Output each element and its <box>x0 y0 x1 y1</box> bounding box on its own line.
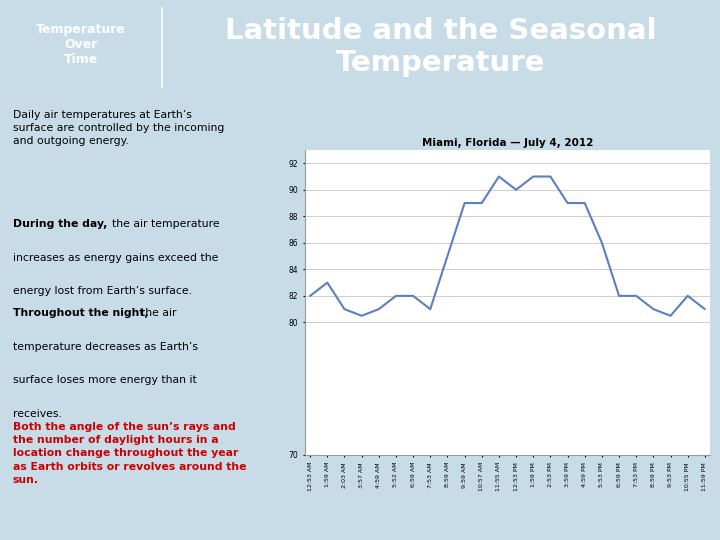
Text: the air: the air <box>141 308 176 319</box>
Text: increases as energy gains exceed the: increases as energy gains exceed the <box>13 253 218 262</box>
Text: energy lost from Earth’s surface.: energy lost from Earth’s surface. <box>13 286 192 296</box>
Text: Temperature
Over
Time: Temperature Over Time <box>36 23 126 66</box>
Text: Daily air temperatures at Earth’s
surface are controlled by the incoming
and out: Daily air temperatures at Earth’s surfac… <box>13 110 225 146</box>
Text: During the day,: During the day, <box>13 219 107 230</box>
Text: the air temperature: the air temperature <box>112 219 220 230</box>
Text: surface loses more energy than it: surface loses more energy than it <box>13 375 197 385</box>
Text: temperature decreases as Earth’s: temperature decreases as Earth’s <box>13 342 198 352</box>
Title: Miami, Florida — July 4, 2012: Miami, Florida — July 4, 2012 <box>422 138 593 148</box>
Text: Both the angle of the sun’s rays and
the number of daylight hours in a
location : Both the angle of the sun’s rays and the… <box>13 422 246 485</box>
Text: Latitude and the Seasonal
Temperature: Latitude and the Seasonal Temperature <box>225 17 657 77</box>
Text: Throughout the night,: Throughout the night, <box>13 308 149 319</box>
Text: receives.: receives. <box>13 409 62 419</box>
